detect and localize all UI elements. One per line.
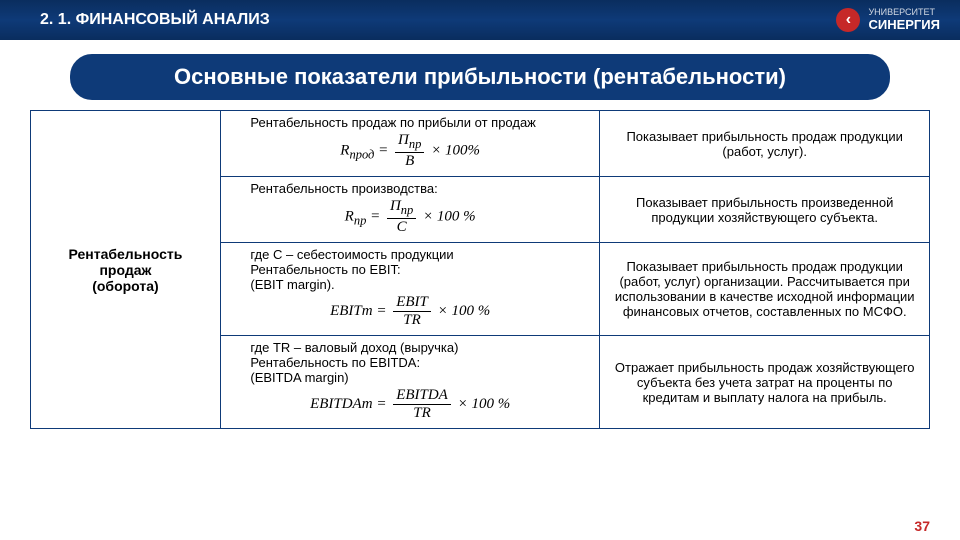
indicator-cell: Рентабельность продаж по прибыли от прод… bbox=[220, 111, 600, 177]
top-banner: 2. 1. ФИНАНСОВЫЙ АНАЛИЗ ‹ УНИВЕРСИТЕТ СИ… bbox=[0, 0, 960, 40]
indicator-cell: где С – себестоимость продукции Рентабел… bbox=[220, 243, 600, 336]
formula: EBITm = EBITTR × 100 % bbox=[231, 294, 590, 329]
indicator-cell: где TR – валовый доход (выручка) Рентабе… bbox=[220, 336, 600, 429]
page-number: 37 bbox=[914, 518, 930, 534]
indicator-name: Рентабельность продаж по прибыли от прод… bbox=[231, 115, 590, 130]
pre-note: где С – себестоимость продукции bbox=[231, 247, 590, 262]
label-line2: (оборота) bbox=[92, 278, 158, 294]
indicator-name: Рентабельность производства: bbox=[231, 181, 590, 196]
indicator-alt: (EBIT margin). bbox=[231, 277, 590, 292]
logo-university: УНИВЕРСИТЕТ bbox=[868, 8, 940, 18]
logo-icon: ‹ bbox=[836, 8, 860, 32]
section-title: 2. 1. ФИНАНСОВЫЙ АНАЛИЗ bbox=[40, 11, 270, 29]
indicators-table: Рентабельность продаж (оборота) Рентабел… bbox=[30, 110, 930, 429]
indicator-alt: (EBITDA margin) bbox=[231, 370, 590, 385]
row-group-label: Рентабельность продаж (оборота) bbox=[31, 111, 221, 429]
label-line1: Рентабельность продаж bbox=[69, 246, 183, 278]
formula: EBITDAm = EBITDATR × 100 % bbox=[231, 387, 590, 422]
logo-name: СИНЕРГИЯ bbox=[868, 18, 940, 32]
pre-note: где TR – валовый доход (выручка) bbox=[231, 340, 590, 355]
formula: Rпр = ПпрC × 100 % bbox=[231, 198, 590, 236]
logo-text: УНИВЕРСИТЕТ СИНЕРГИЯ bbox=[868, 8, 940, 32]
page-title: Основные показатели прибыльности (рентаб… bbox=[70, 54, 890, 100]
table-row: Рентабельность продаж (оборота) Рентабел… bbox=[31, 111, 930, 177]
description-cell: Показывает прибыльность произведенной пр… bbox=[600, 177, 930, 243]
description-cell: Показывает прибыльность продаж продукции… bbox=[600, 243, 930, 336]
description-cell: Отражает прибыльность продаж хозяйствующ… bbox=[600, 336, 930, 429]
formula: Rпрод = ПпрВ × 100% bbox=[231, 132, 590, 170]
indicator-name: Рентабельность по EBITDA: bbox=[231, 355, 590, 370]
indicator-cell: Рентабельность производства: Rпр = ПпрC … bbox=[220, 177, 600, 243]
description-cell: Показывает прибыльность продаж продукции… bbox=[600, 111, 930, 177]
indicator-name: Рентабельность по EBIT: bbox=[231, 262, 590, 277]
logo: ‹ УНИВЕРСИТЕТ СИНЕРГИЯ bbox=[836, 8, 940, 32]
